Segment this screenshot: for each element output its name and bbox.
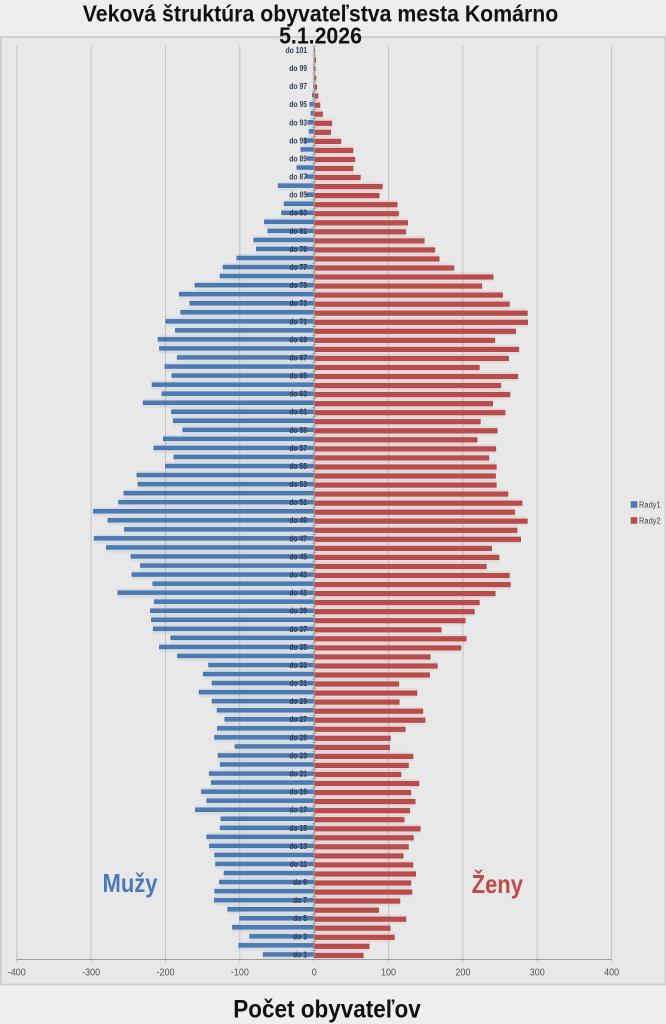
svg-text:do 5: do 5 <box>293 914 307 924</box>
svg-text:do 27: do 27 <box>289 715 307 725</box>
svg-text:do 49: do 49 <box>289 516 307 526</box>
svg-text:Rady1: Rady1 <box>639 500 661 509</box>
svg-text:do 29: do 29 <box>289 697 307 707</box>
svg-text:do 91: do 91 <box>289 136 307 146</box>
svg-text:do 87: do 87 <box>289 172 307 182</box>
svg-text:do 69: do 69 <box>289 335 307 345</box>
svg-text:do 9: do 9 <box>293 878 307 888</box>
svg-text:do 17: do 17 <box>289 805 307 815</box>
svg-text:do 73: do 73 <box>289 299 307 309</box>
svg-text:400: 400 <box>604 967 619 979</box>
svg-text:do 75: do 75 <box>289 281 307 291</box>
svg-text:Ženy: Ženy <box>472 869 524 899</box>
svg-text:do 7: do 7 <box>293 896 307 906</box>
svg-text:do 31: do 31 <box>289 679 307 689</box>
svg-text:do 95: do 95 <box>289 100 307 110</box>
svg-text:-100: -100 <box>231 967 249 979</box>
svg-text:do 67: do 67 <box>289 353 307 363</box>
svg-text:do 63: do 63 <box>289 389 307 399</box>
svg-text:do 71: do 71 <box>289 317 307 327</box>
svg-text:do 99: do 99 <box>289 64 307 74</box>
svg-text:do 19: do 19 <box>289 787 307 797</box>
svg-text:do 45: do 45 <box>289 552 307 562</box>
svg-text:do 3: do 3 <box>293 932 307 942</box>
svg-text:do 37: do 37 <box>289 624 307 634</box>
svg-text:do 55: do 55 <box>289 462 307 472</box>
svg-text:Mužy: Mužy <box>103 869 158 898</box>
svg-text:do 21: do 21 <box>289 769 307 779</box>
svg-text:do 13: do 13 <box>289 841 307 851</box>
svg-text:Rady2: Rady2 <box>639 516 661 525</box>
svg-text:do 93: do 93 <box>289 118 307 128</box>
svg-text:do 101: do 101 <box>285 45 307 55</box>
svg-text:do 59: do 59 <box>289 425 307 435</box>
svg-text:do 53: do 53 <box>289 480 307 490</box>
svg-text:do 41: do 41 <box>289 588 307 598</box>
svg-text:do 85: do 85 <box>289 190 307 200</box>
svg-text:do 61: do 61 <box>289 407 307 417</box>
svg-text:do 33: do 33 <box>289 660 307 670</box>
svg-text:do 83: do 83 <box>289 208 307 218</box>
svg-text:-400: -400 <box>8 967 26 979</box>
svg-text:do 15: do 15 <box>289 823 307 833</box>
svg-text:do 39: do 39 <box>289 606 307 616</box>
svg-text:200: 200 <box>455 967 470 979</box>
svg-text:Veková štruktúra obyvateľstva: Veková štruktúra obyvateľstva mesta Komá… <box>83 1 559 27</box>
svg-text:do 77: do 77 <box>289 263 307 273</box>
svg-text:do 89: do 89 <box>289 154 307 164</box>
svg-text:do 57: do 57 <box>289 443 307 453</box>
svg-text:-200: -200 <box>156 967 174 979</box>
svg-text:5.1.2026: 5.1.2026 <box>279 23 362 49</box>
svg-text:do 47: do 47 <box>289 534 307 544</box>
svg-text:do 23: do 23 <box>289 751 307 761</box>
svg-text:100: 100 <box>381 967 396 979</box>
svg-text:do 1: do 1 <box>293 950 307 960</box>
svg-text:do 11: do 11 <box>290 859 307 869</box>
svg-text:do 25: do 25 <box>289 733 307 743</box>
svg-text:-300: -300 <box>82 967 100 979</box>
svg-text:300: 300 <box>530 967 545 979</box>
svg-text:Počet obyvateľov: Počet obyvateľov <box>233 995 421 1024</box>
svg-text:do 51: do 51 <box>289 498 307 508</box>
svg-text:do 65: do 65 <box>289 371 307 381</box>
svg-text:0: 0 <box>312 967 317 979</box>
svg-text:do 81: do 81 <box>289 226 307 236</box>
svg-text:do 43: do 43 <box>289 570 307 580</box>
svg-text:do 97: do 97 <box>289 82 307 92</box>
svg-text:do 35: do 35 <box>289 642 307 652</box>
svg-text:do 79: do 79 <box>289 244 307 254</box>
